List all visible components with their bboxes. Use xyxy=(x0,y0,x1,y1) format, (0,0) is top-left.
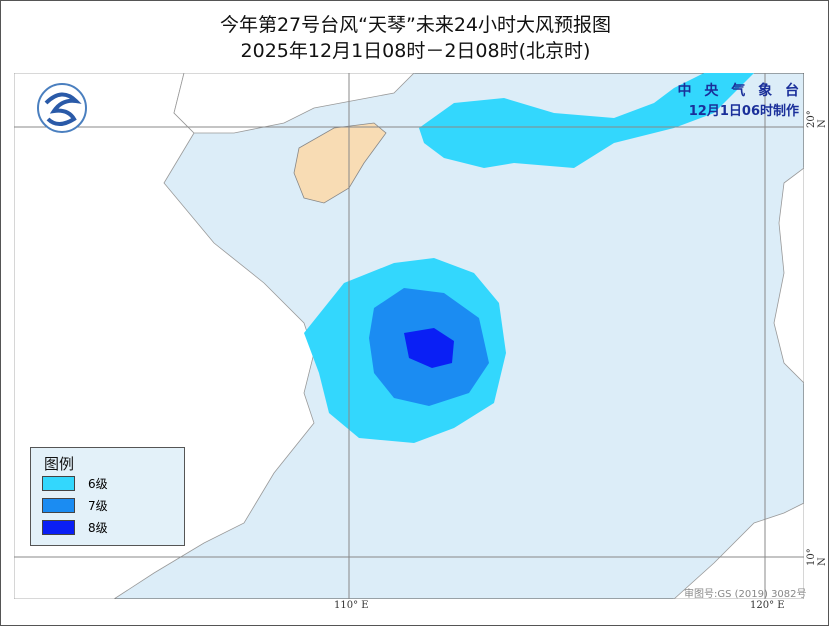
legend: 图例 6级 7级 8级 xyxy=(30,447,185,546)
legend-item-6: 6级 xyxy=(42,475,108,491)
lat-10-label: 10° N xyxy=(806,548,828,566)
philippines xyxy=(773,167,804,384)
map-subtitle: 2025年12月1日08时－2日08时(北京时) xyxy=(240,40,591,62)
legend-swatch xyxy=(42,519,75,535)
lat-20-label: 20° N xyxy=(806,110,828,128)
lon-110-label: 110° E xyxy=(334,600,369,611)
legend-label: 7级 xyxy=(88,498,108,513)
hainan-island xyxy=(293,122,387,204)
legend-label: 8级 xyxy=(88,520,108,535)
wind-area-8 xyxy=(404,328,454,368)
wind-6-north xyxy=(419,73,754,168)
legend-swatch xyxy=(42,497,75,513)
legend-item-8: 8级 xyxy=(42,519,108,535)
agency-name: 中 央 气 象 台 xyxy=(677,83,803,99)
borneo xyxy=(673,502,804,599)
china-coast xyxy=(173,73,415,134)
legend-item-7: 7级 xyxy=(42,497,108,513)
map-title: 今年第27号台风“天琴”未来24小时大风预报图 xyxy=(219,14,612,36)
legend-label: 6级 xyxy=(88,476,108,491)
approval-number: 审图号:GS (2019) 3082号 xyxy=(684,589,807,600)
legend-swatch xyxy=(42,475,75,491)
logo-icon xyxy=(37,83,87,133)
legend-title: 图例 xyxy=(44,455,75,473)
lon-120-label: 120° E xyxy=(750,600,785,611)
issue-time: 12月1日06时制作 xyxy=(688,104,799,119)
